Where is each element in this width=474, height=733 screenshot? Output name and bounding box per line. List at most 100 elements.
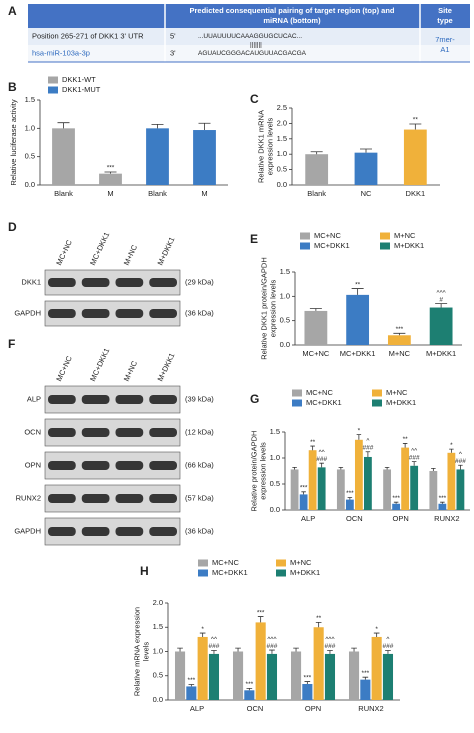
legend-label: MC+DKK1 xyxy=(212,568,248,577)
error-bar xyxy=(151,123,164,129)
table-header xyxy=(28,4,470,28)
pairing: ||||||| xyxy=(250,42,262,49)
error-bar xyxy=(310,445,315,451)
x-tick-label: ALP xyxy=(301,514,315,523)
header-text: miRNA (bottom) xyxy=(263,16,321,25)
protein-label: OPN xyxy=(25,460,41,469)
error-bar xyxy=(440,501,445,504)
bar xyxy=(371,636,382,700)
significance: ^^ xyxy=(319,449,326,456)
significance: *** xyxy=(246,681,254,688)
significance: * xyxy=(450,442,453,449)
y-tick-label: 0.5 xyxy=(277,165,287,174)
error-bar xyxy=(304,681,311,684)
bar xyxy=(232,651,244,700)
band xyxy=(149,278,177,287)
x-tick-label: OPN xyxy=(305,704,321,713)
legend-swatch xyxy=(372,399,382,407)
bar xyxy=(387,335,411,345)
bar xyxy=(447,452,456,510)
band xyxy=(81,309,110,318)
y-tick-label: 2.5 xyxy=(277,103,287,112)
legend-swatch xyxy=(300,232,310,240)
band xyxy=(81,494,110,503)
legend-swatch xyxy=(372,389,382,397)
significance: # xyxy=(439,296,443,303)
y-tick-label: 0.5 xyxy=(153,671,163,680)
kda-label: (12 kDa) xyxy=(185,427,214,436)
significance: ### xyxy=(325,643,336,650)
bar xyxy=(317,467,326,510)
bar xyxy=(345,499,354,510)
x-tick-label: MC+DKK1 xyxy=(340,349,376,358)
bar xyxy=(382,653,394,700)
x-tick-label: Blank xyxy=(148,189,167,198)
x-tick-label: RUNX2 xyxy=(434,514,459,523)
error-bar xyxy=(319,462,324,468)
error-bar xyxy=(301,491,306,495)
seq-end: 3' xyxy=(170,48,176,57)
legend-swatch xyxy=(380,232,390,240)
error-bar xyxy=(351,647,357,652)
band xyxy=(48,395,76,404)
bar xyxy=(429,471,438,510)
lane-label: M+NC xyxy=(122,243,139,267)
bar xyxy=(346,294,370,345)
y-tick-label: 2.0 xyxy=(277,118,287,127)
band xyxy=(115,278,144,287)
y-tick-label: 0.0 xyxy=(153,695,163,704)
y-tick-label: 0.0 xyxy=(280,340,290,349)
legend-swatch xyxy=(292,389,302,397)
error-bar xyxy=(458,464,463,470)
legend-swatch xyxy=(300,242,310,250)
table-row xyxy=(28,28,470,45)
bar xyxy=(336,469,345,510)
legend-label: MC+NC xyxy=(314,231,341,240)
bar xyxy=(52,128,75,185)
legend-label: MC+NC xyxy=(306,388,333,397)
bar xyxy=(403,129,427,185)
y-axis-label: expression levels xyxy=(268,279,277,337)
significance: * xyxy=(358,427,361,434)
error-bar xyxy=(309,308,322,311)
legend-label: M+NC xyxy=(386,388,408,397)
significance: * xyxy=(201,626,204,633)
panel-label: B xyxy=(8,80,17,94)
x-tick-label: OCN xyxy=(346,514,363,523)
lane-label: M+DKK1 xyxy=(156,235,177,266)
error-bar xyxy=(356,434,362,440)
lane-label: MC+DKK1 xyxy=(88,231,111,267)
significance: *** xyxy=(396,326,404,333)
lane-label: M+DKK1 xyxy=(156,351,177,382)
header-text: Site xyxy=(438,6,452,15)
x-tick-label: RUNX2 xyxy=(358,704,383,713)
error-bar xyxy=(362,676,369,680)
error-bar xyxy=(257,616,264,623)
site-type: A1 xyxy=(440,45,449,54)
significance: *** xyxy=(362,670,370,677)
band xyxy=(48,428,76,437)
band xyxy=(48,309,76,318)
x-tick-label: M+DKK1 xyxy=(426,349,456,358)
bar xyxy=(290,651,302,700)
error-bar xyxy=(198,122,211,131)
x-tick-label: MC+NC xyxy=(302,349,329,358)
significance: ### xyxy=(383,643,394,650)
bar xyxy=(146,128,169,185)
significance: * xyxy=(375,626,378,633)
bar xyxy=(305,154,329,185)
y-tick-label: 0.5 xyxy=(25,152,35,161)
bar xyxy=(392,503,401,510)
legend-label: MC+DKK1 xyxy=(306,398,342,407)
legend-label: M+DKK1 xyxy=(290,568,320,577)
bar xyxy=(186,686,197,700)
significance: ### xyxy=(362,444,373,451)
protein-label: OCN xyxy=(24,427,41,436)
significance: ### xyxy=(316,456,327,463)
band xyxy=(48,527,76,536)
bar xyxy=(208,653,220,700)
bar xyxy=(255,622,266,700)
significance: ### xyxy=(455,458,466,465)
y-tick-label: 2.0 xyxy=(153,598,163,607)
